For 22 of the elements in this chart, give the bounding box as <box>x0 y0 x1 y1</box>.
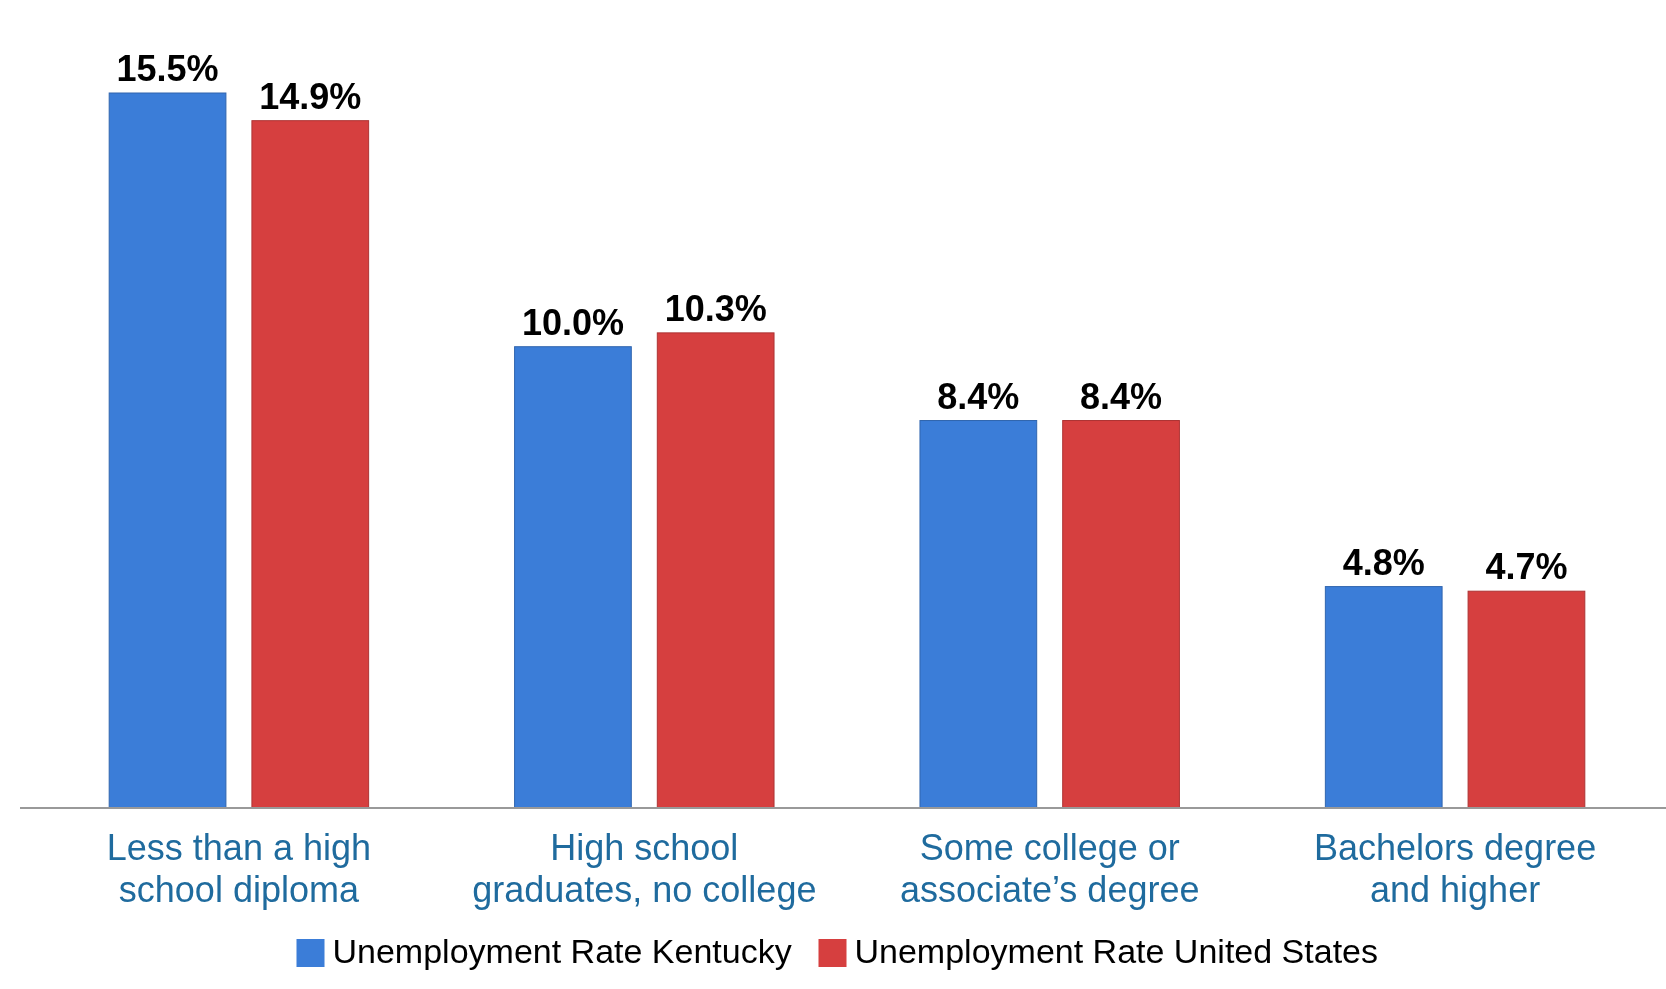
legend-label: Unemployment Rate Kentucky <box>332 932 792 970</box>
bar <box>251 120 370 809</box>
x-tick-label: Bachelors degree and higher <box>1313 827 1597 910</box>
data-label: 10.3% <box>664 287 767 329</box>
legend-label: Unemployment Rate United States <box>854 932 1378 970</box>
data-label: 4.7% <box>1485 546 1568 588</box>
bar <box>919 420 1038 809</box>
bar <box>514 346 632 809</box>
bar <box>1467 590 1586 809</box>
data-label: 15.5% <box>116 48 219 89</box>
data-label: 8.4% <box>937 375 1020 417</box>
data-label: 8.4% <box>1080 375 1163 417</box>
bar <box>1062 420 1180 809</box>
x-tick-label: Some college or associate’s degree <box>899 827 1200 910</box>
x-tick-label: High school graduates, no college <box>472 827 817 910</box>
bar <box>1324 586 1443 809</box>
data-label: 14.9% <box>259 75 362 117</box>
bar <box>108 92 227 809</box>
data-label: 10.0% <box>521 301 624 343</box>
x-tick-label: Less than a high school diploma <box>106 827 372 910</box>
bar <box>656 332 775 809</box>
data-label: 4.8% <box>1342 541 1425 583</box>
